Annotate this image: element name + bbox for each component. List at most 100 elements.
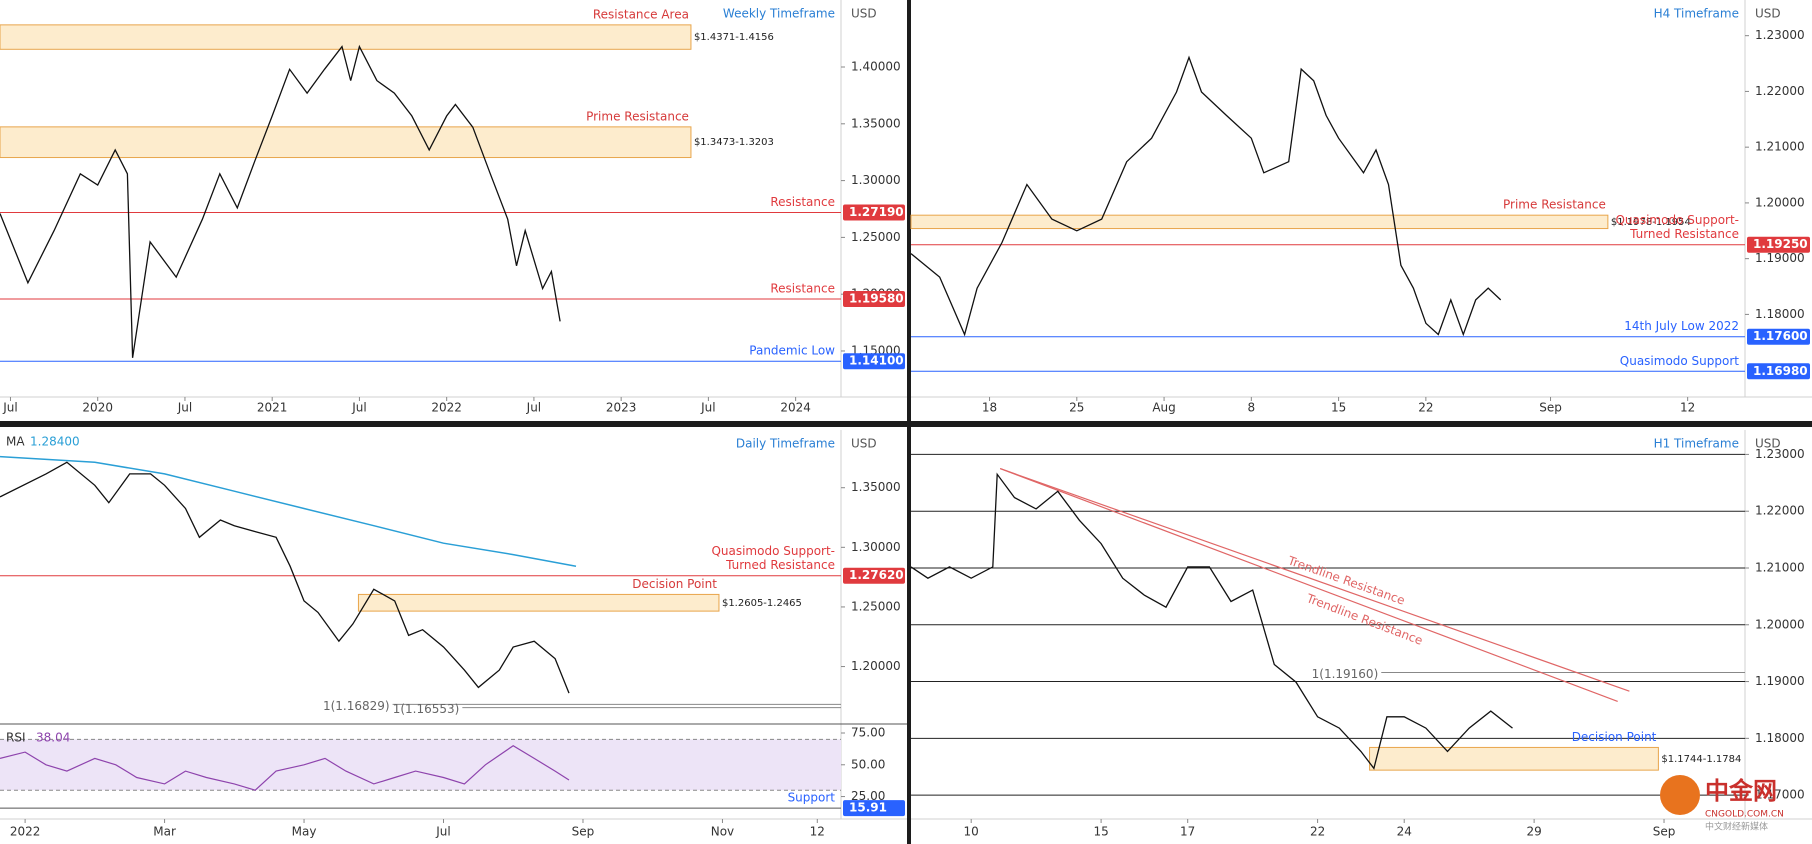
level-tag-label: 1.14100 xyxy=(849,354,904,368)
y-tick-label: 1.25000 xyxy=(851,230,901,244)
y-tick-label: 1.40000 xyxy=(851,60,901,74)
zone xyxy=(357,593,720,612)
timeframe-title: H1 Timeframe xyxy=(1654,437,1739,451)
y-tick-label: 1.19000 xyxy=(1755,674,1805,688)
level-name: Quasimodo Support- xyxy=(711,544,835,558)
timeframe-title: Weekly Timeframe xyxy=(723,7,835,21)
level-tag xyxy=(1747,328,1810,345)
rsi-value: 38.04 xyxy=(36,731,70,745)
moving-average xyxy=(0,455,577,567)
ma-name: MA xyxy=(6,435,25,449)
zone xyxy=(910,214,1609,230)
watermark: 中金网 CNGOLD.COM.CN 中文财经新媒体 xyxy=(1660,775,1784,833)
rsi-name: RSI xyxy=(6,731,26,745)
currency-label: USD xyxy=(851,7,877,21)
level-tag xyxy=(843,290,905,307)
y-tick-label: 1.35000 xyxy=(851,116,901,130)
x-tick-label: 2021 xyxy=(257,401,288,415)
level-name: Resistance xyxy=(770,281,835,295)
level-tag-label: 1.17600 xyxy=(1753,329,1808,343)
level-tag-label: 1.19580 xyxy=(849,291,904,305)
horizontal-divider xyxy=(0,421,1812,427)
x-tick-label: 2023 xyxy=(606,401,637,415)
level-tag xyxy=(1747,236,1810,253)
x-tick-label: 22 xyxy=(1310,825,1325,839)
x-tick-label: Aug xyxy=(1152,401,1175,415)
y-tick-label: 1.21000 xyxy=(1755,140,1805,154)
y-tick-label: 1.23000 xyxy=(1755,447,1805,461)
y-tick-label: 1.30000 xyxy=(851,173,901,187)
x-tick-label: 17 xyxy=(1180,825,1195,839)
zone-name: Resistance Area xyxy=(593,7,689,21)
y-tick-label: 1.22000 xyxy=(1755,84,1805,98)
zone-name: Decision Point xyxy=(632,577,717,591)
x-tick-label: 22 xyxy=(1418,401,1433,415)
timeframe-title: H4 Timeframe xyxy=(1654,7,1739,21)
watermark-site: CNGOLD.COM.CN xyxy=(1705,810,1784,820)
rsi-tick-label: 75.00 xyxy=(851,725,885,739)
watermark-logo-icon xyxy=(1660,775,1700,815)
level-tag-label: 1.16980 xyxy=(1753,364,1808,378)
y-tick-label: 1.20000 xyxy=(851,659,901,673)
level-tag xyxy=(843,204,905,221)
x-tick-label: Jul xyxy=(435,825,450,839)
x-tick-label: Jul xyxy=(526,401,541,415)
level-tag-label: 1.27190 xyxy=(849,205,904,219)
level-name: Resistance xyxy=(770,195,835,209)
x-tick-label: Jul xyxy=(351,401,366,415)
rsi-tick-label: 25.00 xyxy=(851,789,885,803)
y-tick-label: 1.20000 xyxy=(1755,617,1805,631)
zone xyxy=(0,24,692,50)
level-name: Pandemic Low xyxy=(749,344,835,358)
watermark-logo: 中金网 xyxy=(1705,777,1777,805)
x-tick-label: 29 xyxy=(1526,825,1541,839)
trendline xyxy=(999,468,1618,702)
y-tick-label: 1.18000 xyxy=(1755,307,1805,321)
y-tick-label: 1.20000 xyxy=(1755,195,1805,209)
level-name: Quasimodo Support xyxy=(1620,354,1740,368)
zone-range-label: $1.3473-1.3203 xyxy=(694,137,774,148)
level-name: Turned Resistance xyxy=(725,558,835,572)
x-tick-label: 24 xyxy=(1397,825,1412,839)
x-tick-label: Mar xyxy=(153,825,176,839)
trendline xyxy=(999,468,1630,692)
zone xyxy=(0,126,692,159)
level-name: Turned Resistance xyxy=(1629,227,1739,241)
zone-range-label: $1.4371-1.4156 xyxy=(694,32,774,43)
x-tick-label: Jul xyxy=(177,401,192,415)
x-tick-label: 25 xyxy=(1069,401,1084,415)
x-tick-label: 2022 xyxy=(431,401,462,415)
currency-label: USD xyxy=(1755,7,1781,21)
rsi-band xyxy=(0,739,841,791)
y-tick-label: 1.21000 xyxy=(1755,560,1805,574)
ma-value: 1.28400 xyxy=(30,435,80,449)
rsi-line xyxy=(0,744,570,791)
x-tick-label: Sep xyxy=(572,825,595,839)
x-tick-label: 12 xyxy=(1680,401,1695,415)
rsi-tick-label: 50.00 xyxy=(851,757,885,771)
zone-range-label: $1.1978-1.1954 xyxy=(1611,217,1691,228)
x-tick-label: 8 xyxy=(1248,401,1256,415)
watermark-slogan: 中文财经新媒体 xyxy=(1705,821,1768,833)
timeframe-title: Daily Timeframe xyxy=(736,437,835,451)
y-tick-label: 1.30000 xyxy=(851,540,901,554)
x-tick-label: 2020 xyxy=(82,401,113,415)
price-line xyxy=(910,472,1513,770)
currency-label: USD xyxy=(1755,437,1781,451)
x-tick-label: 2024 xyxy=(780,401,811,415)
price-line xyxy=(0,44,561,358)
x-tick-label: Jul xyxy=(2,401,17,415)
fib-label: 1(1.16553) xyxy=(393,702,460,716)
currency-label: USD xyxy=(851,437,877,451)
level-tag-label: 1.19250 xyxy=(1753,237,1808,251)
price-line xyxy=(0,461,570,694)
y-tick-label: 1.19000 xyxy=(1755,251,1805,265)
zone-range-label: $1.1744-1.1784 xyxy=(1661,754,1741,765)
level-name: Support xyxy=(788,791,836,805)
y-tick-label: 1.23000 xyxy=(1755,28,1805,42)
x-tick-label: 2022 xyxy=(10,825,41,839)
y-tick-label: 1.25000 xyxy=(851,599,901,613)
zone-name: Prime Resistance xyxy=(586,109,689,123)
x-tick-label: 10 xyxy=(964,825,979,839)
x-tick-label: 18 xyxy=(982,401,997,415)
